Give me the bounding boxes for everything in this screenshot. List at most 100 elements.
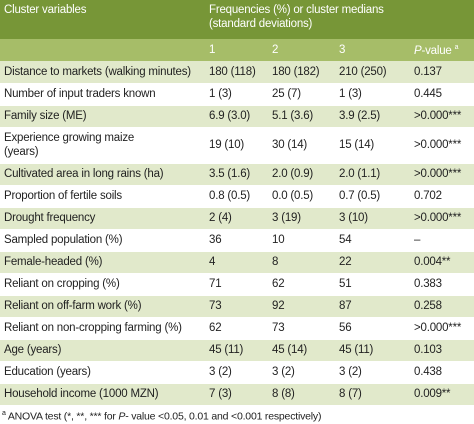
row-label-line: Reliant on off-farm work (%) (4, 300, 142, 312)
value-cell: 2 (4) (205, 207, 268, 230)
value-cell: 4 (205, 251, 268, 274)
value-cell: 62 (205, 317, 268, 340)
row-label-line: (years) (4, 146, 39, 158)
table-row: Household income (1000 MZN) 7 (3) 8 (8) 8 (… (0, 383, 474, 406)
value-cell: 2.0 (0.9) (268, 163, 335, 186)
table-row: Number of input traders known 1 (3) 25 (7)… (0, 83, 474, 106)
row-label-line: Proportion of fertile soils (4, 190, 122, 202)
value-cell: 73 (205, 295, 268, 318)
value-cell: 45 (11) (205, 339, 268, 362)
value-cell: 8 (8) (268, 383, 335, 406)
value-cell: 56 (335, 317, 410, 340)
p-value-cell: 0.258 (410, 295, 474, 318)
value-cell: 210 (250) (335, 61, 410, 84)
value-cell: 180 (118) (205, 61, 268, 84)
table-row: Education (years) 3 (2) 3 (2) 3 (2) 0.438 (0, 361, 474, 384)
row-label-line: Drought frequency (4, 212, 96, 224)
p-value-cell: 0.445 (410, 83, 474, 106)
value-cell: 0.8 (0.5) (205, 185, 268, 208)
table-head: Cluster variables Frequencies (%) or clu… (0, 0, 474, 61)
value-cell: 51 (335, 273, 410, 296)
value-cell: 0.0 (0.5) (268, 185, 335, 208)
p-value-cell: 0.004** (410, 251, 474, 274)
row-label-line: Family size (ME) (4, 110, 87, 122)
table-row: Cultivated area in long rains (ha) 3.5 (1… (0, 163, 474, 186)
value-cell: 92 (268, 295, 335, 318)
row-label: Cultivated area in long rains (ha) (0, 163, 205, 186)
p-italic: P (414, 44, 422, 57)
value-cell: 3 (2) (335, 361, 410, 384)
row-label-line: Sampled population (%) (4, 234, 123, 246)
value-cell: 73 (268, 317, 335, 340)
p-value-cell: >0.000*** (410, 317, 474, 340)
p-value-cell: 0.103 (410, 339, 474, 362)
table-row: Reliant on cropping (%) 71 62 51 0.383 (0, 273, 474, 296)
p-value-cell: 0.137 (410, 61, 474, 84)
value-cell: 6.9 (3.0) (205, 105, 268, 128)
header-group: Frequencies (%) or cluster medians (stand… (205, 0, 474, 39)
table-body: Distance to markets (walking minutes) 180… (0, 61, 474, 406)
column-label: 1 (205, 39, 268, 61)
p-value-cell: 0.383 (410, 273, 474, 296)
header-label: Cluster variables (0, 0, 205, 39)
column-label: 2 (268, 39, 335, 61)
table-row: Age (years) 45 (11) 45 (14) 45 (11) 0.103 (0, 339, 474, 362)
blank-cell (0, 39, 205, 61)
column-row: 1 2 3 P-value a (0, 39, 474, 61)
value-cell: 54 (335, 229, 410, 252)
table-row: Family size (ME) 6.9 (3.0) 5.1 (3.6) 3.9 (2… (0, 105, 474, 128)
value-cell: 8 (268, 251, 335, 274)
value-cell: 3 (10) (335, 207, 410, 230)
row-label-line: Female-headed (%) (4, 256, 103, 268)
value-cell: 3.9 (2.5) (335, 105, 410, 128)
row-label: Education (years) (0, 361, 205, 384)
value-cell: 36 (205, 229, 268, 252)
row-label: Number of input traders known (0, 83, 205, 106)
value-cell: 1 (3) (205, 83, 268, 106)
value-cell: 180 (182) (268, 61, 335, 84)
column-label: 3 (335, 39, 410, 61)
header-line: (standard deviations) (209, 18, 313, 30)
value-cell: 71 (205, 273, 268, 296)
p-sup: a (454, 43, 459, 51)
value-cell: 1 (3) (335, 83, 410, 106)
value-cell: 45 (11) (335, 339, 410, 362)
footnote-text: - value <0.05, 0.01 and <0.001 respectiv… (125, 410, 322, 422)
row-label-line: Number of input traders known (4, 88, 156, 100)
row-label-line: Reliant on cropping (%) (4, 278, 120, 290)
p-value-cell: – (410, 229, 474, 252)
row-label-line: Age (years) (4, 344, 62, 356)
data-table: Cluster variables Frequencies (%) or clu… (0, 0, 474, 406)
p-value-cell: >0.000*** (410, 127, 474, 164)
row-label: Reliant on cropping (%) (0, 273, 205, 296)
value-cell: 22 (335, 251, 410, 274)
value-cell: 7 (3) (205, 383, 268, 406)
value-cell: 2.0 (1.1) (335, 163, 410, 186)
value-cell: 19 (10) (205, 127, 268, 164)
p-value-header: P-value a (410, 39, 474, 61)
table-row: Female-headed (%) 4 8 22 0.004** (0, 251, 474, 274)
table-row: Distance to markets (walking minutes) 180… (0, 61, 474, 84)
row-label-line: Reliant on non-cropping farming (%) (4, 322, 182, 334)
row-label: Distance to markets (walking minutes) (0, 61, 205, 84)
row-label-line: Distance to markets (walking minutes) (4, 65, 191, 78)
value-cell: 45 (14) (268, 339, 335, 362)
row-label-line: Household income (1000 MZN) (4, 388, 159, 400)
p-value-cell: 0.009** (410, 383, 474, 406)
value-cell: 3 (2) (205, 361, 268, 384)
value-cell: 8 (7) (335, 383, 410, 406)
table-row: Experience growing maize (years) 19 (10) 30… (0, 127, 474, 164)
table-row: Proportion of fertile soils 0.8 (0.5) 0.0 … (0, 185, 474, 208)
value-cell: 0.7 (0.5) (335, 185, 410, 208)
p-value-cell: >0.000*** (410, 105, 474, 128)
p-text: -value (421, 44, 452, 57)
value-cell: 5.1 (3.6) (268, 105, 335, 128)
p-value-cell: 0.438 (410, 361, 474, 384)
table-row: Reliant on non-cropping farming (%) 62 73 5… (0, 317, 474, 340)
value-cell: 3.5 (1.6) (205, 163, 268, 186)
row-label-line: Experience growing maize (4, 132, 135, 144)
p-value-cell: 0.702 (410, 185, 474, 208)
row-label: Age (years) (0, 339, 205, 362)
p-value-cell: >0.000*** (410, 207, 474, 230)
table-row: Reliant on off-farm work (%) 73 92 87 0.258 (0, 295, 474, 318)
